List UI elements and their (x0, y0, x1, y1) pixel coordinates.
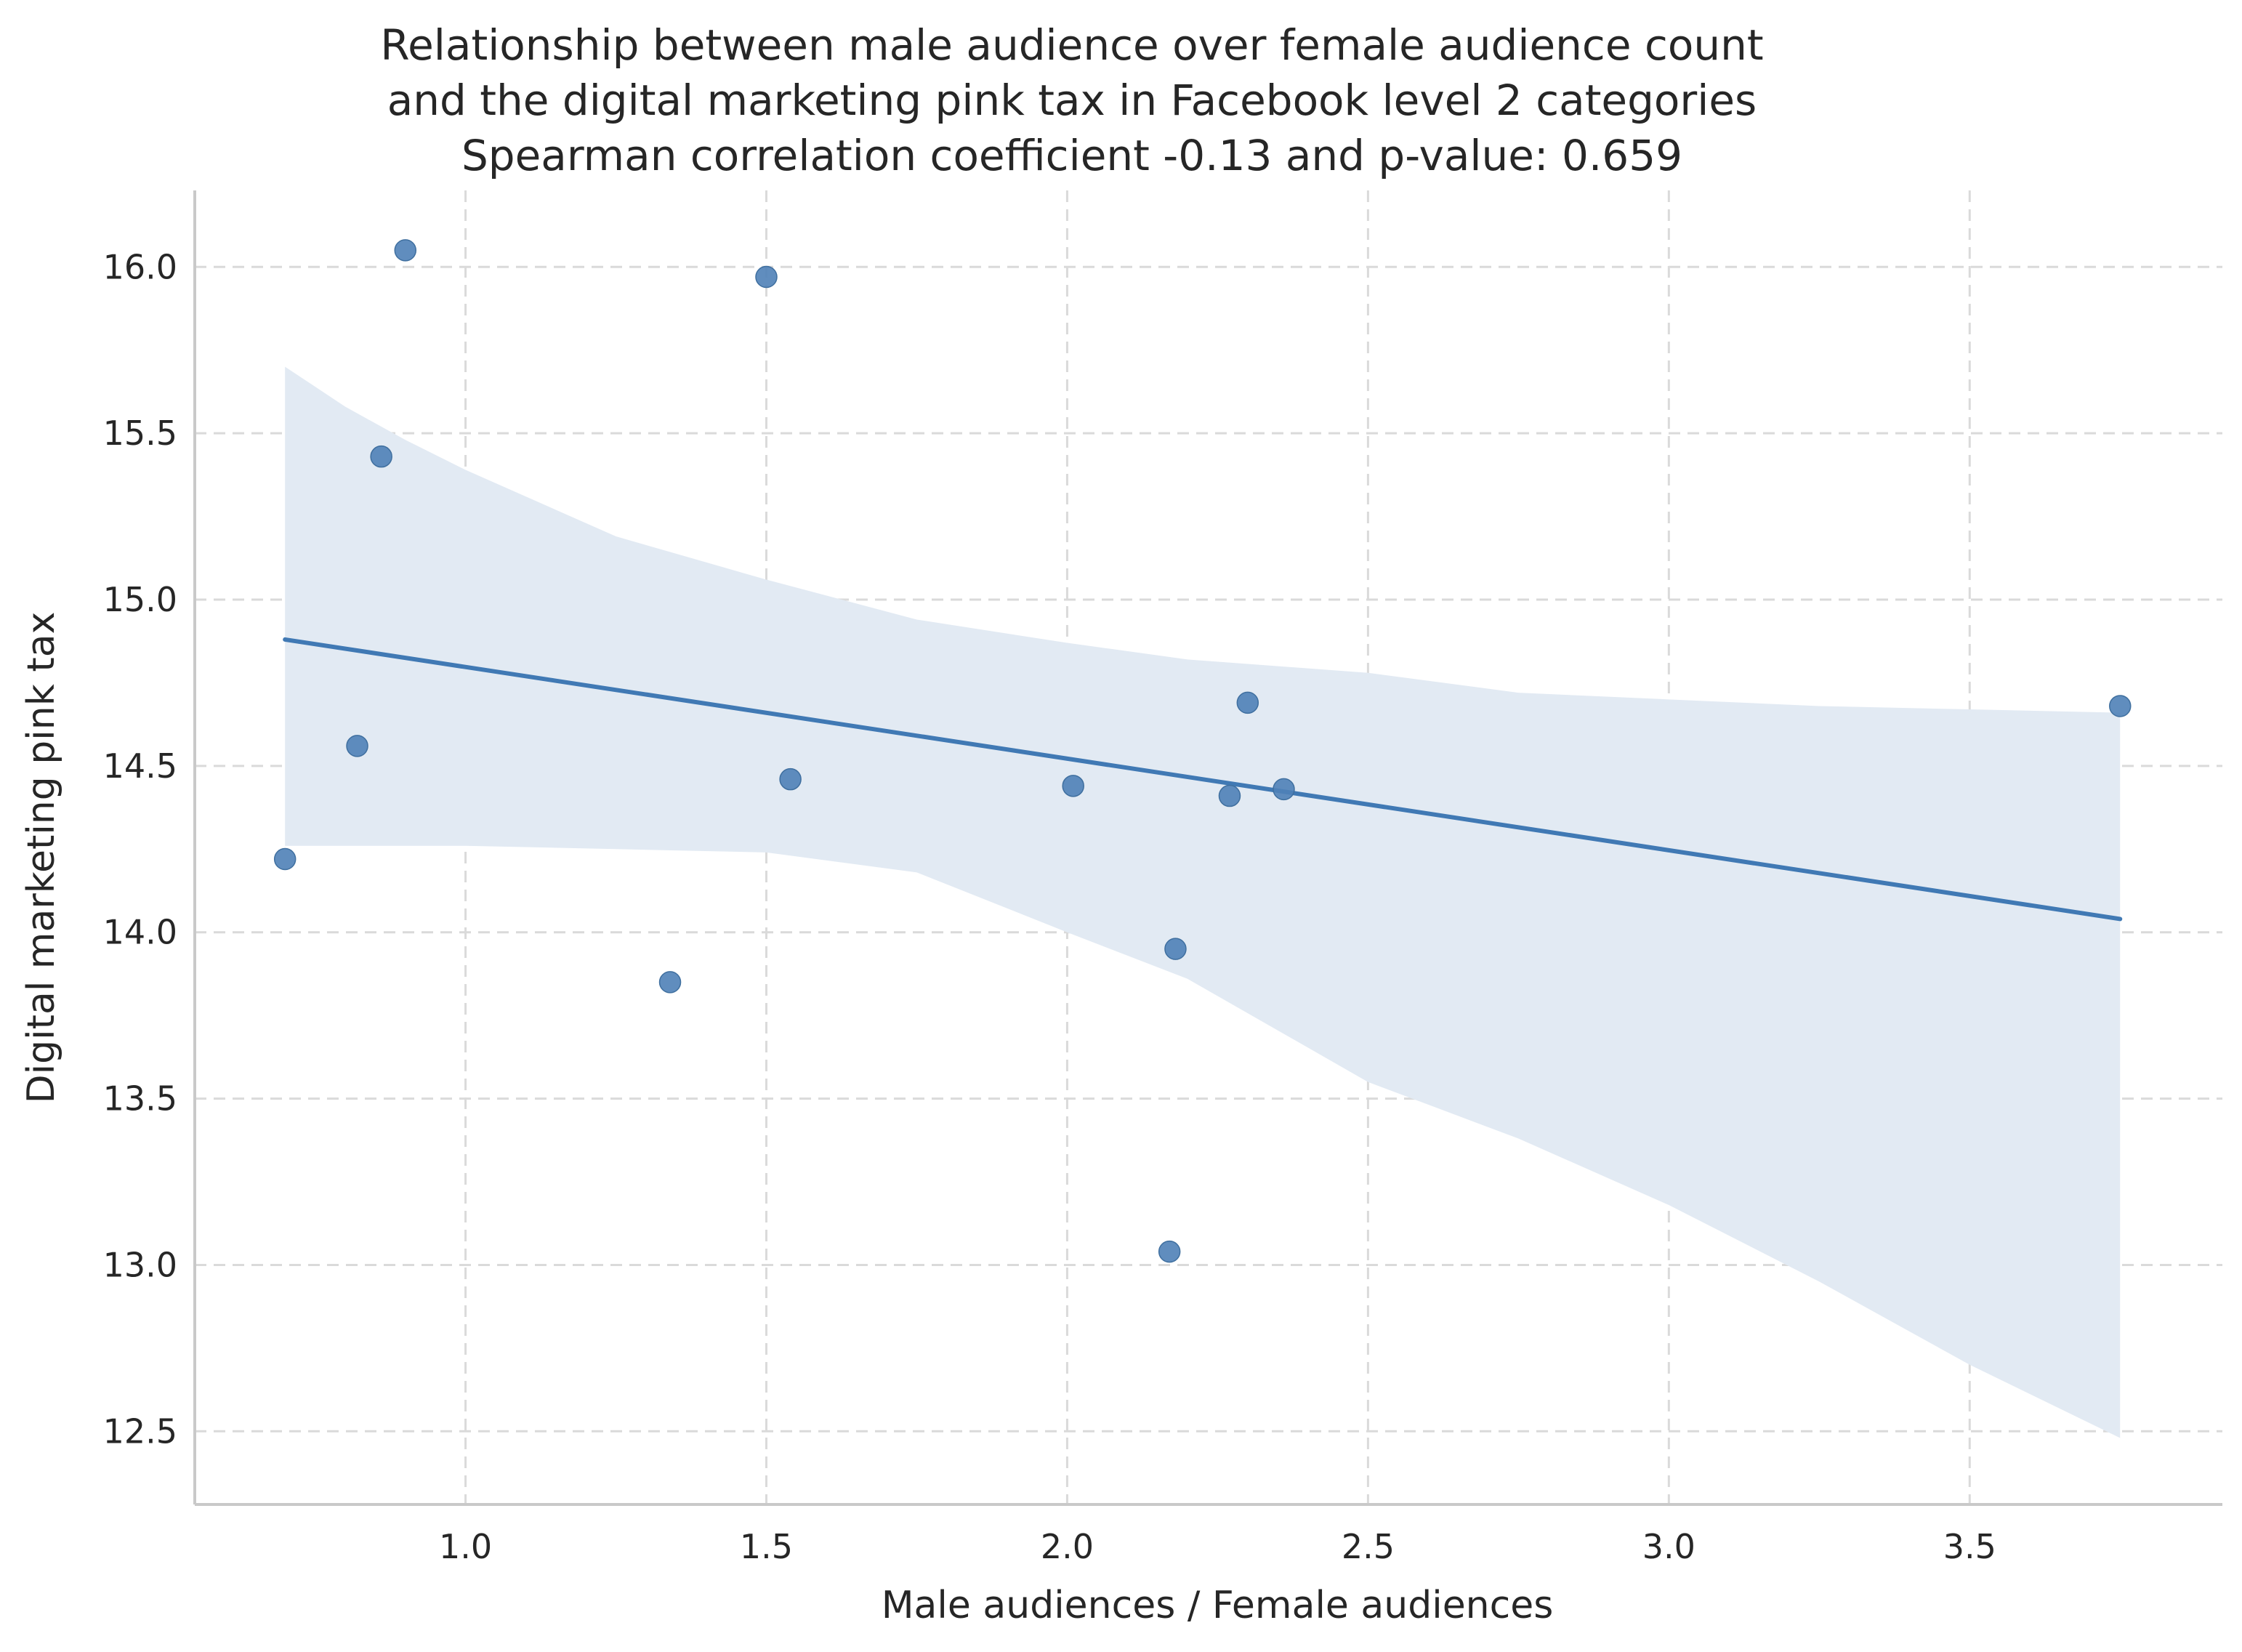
data-point-3 (394, 239, 417, 262)
chart-title-line-3: Spearman correlation coefficient -0.13 a… (461, 131, 1682, 180)
data-point-12 (1273, 778, 1295, 801)
x-tick-label-4: 3.0 (1642, 1527, 1695, 1566)
x-tick-label-5: 3.5 (1943, 1527, 1996, 1566)
data-point-11 (1236, 691, 1259, 714)
y-tick-label-2: 13.5 (103, 1079, 177, 1119)
chart-title: Relationship between male audience over … (380, 20, 1763, 180)
regression-line-group (283, 637, 2123, 922)
data-point-0 (273, 847, 297, 871)
y-tick-label-4: 14.5 (103, 746, 177, 786)
y-tick-label-1: 13.0 (103, 1245, 177, 1284)
data-point-4 (658, 971, 682, 994)
y-tick-label-0: 12.5 (103, 1411, 177, 1451)
confidence-band-group (285, 366, 2121, 1438)
axes (193, 190, 2222, 1506)
x-tick-label-1: 1.5 (740, 1527, 793, 1566)
y-tick-label-5: 15.0 (103, 580, 177, 619)
data-point-9 (1164, 938, 1187, 960)
x-tick-labels: 1.0 1.5 2.0 2.5 3.0 3.5 (439, 1527, 1996, 1566)
x-axis-label: Male audiences / Female audiences (882, 1584, 1554, 1627)
chart-title-line-1: Relationship between male audience over … (380, 20, 1763, 70)
y-tick-labels: 12.5 13.0 13.5 14.0 14.5 15.0 15.5 16.0 (103, 247, 177, 1451)
data-point-2 (370, 445, 392, 468)
data-points (273, 239, 2132, 1263)
data-point-1 (346, 735, 368, 757)
y-tick-label-6: 15.5 (103, 414, 177, 453)
y-tick-label-3: 14.0 (103, 913, 177, 952)
x-tick-label-0: 1.0 (439, 1527, 492, 1566)
data-point-13 (2109, 695, 2132, 717)
data-point-10 (1218, 784, 1241, 807)
regression-line (283, 637, 2123, 922)
data-point-8 (1158, 1240, 1181, 1263)
data-point-5 (755, 265, 778, 289)
chart-title-line-2: and the digital marketing pink tax in Fa… (387, 76, 1757, 125)
x-tick-label-2: 2.0 (1041, 1527, 1094, 1566)
y-tick-label-7: 16.0 (103, 247, 177, 286)
data-point-6 (779, 767, 802, 791)
data-point-7 (1062, 775, 1084, 797)
confidence-band (285, 366, 2121, 1438)
y-axis-label: Digital marketing pink tax (20, 612, 63, 1104)
x-tick-label-3: 2.5 (1342, 1527, 1395, 1566)
